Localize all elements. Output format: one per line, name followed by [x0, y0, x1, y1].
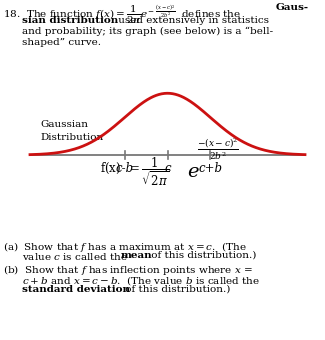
Text: c: c — [164, 162, 171, 175]
Text: mean: mean — [121, 251, 153, 260]
Text: used extensively in statistics: used extensively in statistics — [115, 16, 269, 25]
Text: sian distribution: sian distribution — [22, 16, 118, 25]
Text: of this distribution.): of this distribution.) — [122, 285, 230, 294]
Text: c-b: c-b — [115, 162, 134, 175]
Text: shaped” curve.: shaped” curve. — [22, 38, 101, 47]
Text: Gaus-: Gaus- — [276, 3, 309, 12]
Text: f(x)  $= \dfrac{1}{\sqrt{2\pi}}$: f(x) $= \dfrac{1}{\sqrt{2\pi}}$ — [100, 156, 169, 188]
Text: 18.  The function $f(x) = \dfrac{1}{2\pi}e^{\!-\frac{(x-c)^2}{2b^2}}$  defines t: 18. The function $f(x) = \dfrac{1}{2\pi}… — [3, 3, 241, 26]
Text: and probability; its graph (see below) is a “bell-: and probability; its graph (see below) i… — [22, 27, 273, 36]
Text: (a)  Show that $f$ has a maximum at $x = c$.  (The: (a) Show that $f$ has a maximum at $x = … — [3, 240, 247, 254]
Text: Gaussian
Distribution: Gaussian Distribution — [40, 120, 103, 141]
Text: of this distribution.): of this distribution.) — [148, 251, 256, 260]
Text: standard deviation: standard deviation — [22, 285, 130, 294]
Text: (b)  Show that $f$ has inflection points where $x$ =: (b) Show that $f$ has inflection points … — [3, 263, 253, 277]
Text: $\it{e}$: $\it{e}$ — [187, 163, 200, 181]
Text: $\dfrac{-(x-c)^2}{2b^2}$: $\dfrac{-(x-c)^2}{2b^2}$ — [197, 136, 239, 162]
Text: value $c$ is called the: value $c$ is called the — [22, 251, 128, 262]
Text: c+b: c+b — [199, 162, 223, 175]
Text: $c + b$ and $x = c - b$.  (The value $b$ is called the: $c + b$ and $x = c - b$. (The value $b$ … — [22, 274, 260, 287]
